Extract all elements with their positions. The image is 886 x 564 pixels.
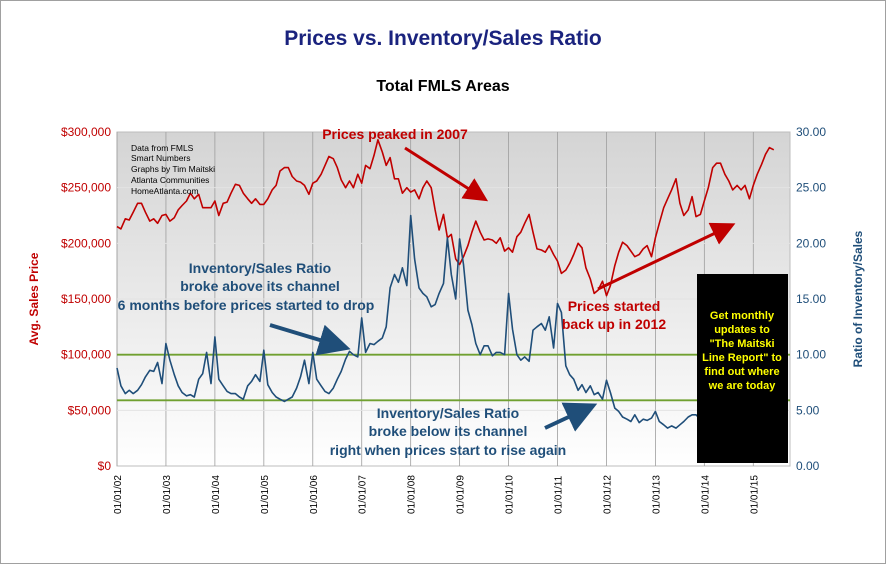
annotation-channel-above: Inventory/Sales Ratio broke above its ch… xyxy=(118,260,375,313)
callout-line: "The Maitski xyxy=(709,338,774,350)
x-tick-label: 01/01/04 xyxy=(211,475,222,514)
annotation-line: right when prices start to rise again xyxy=(330,442,567,458)
series-line-price xyxy=(116,139,775,297)
callout-line: Line Report" to xyxy=(702,352,782,364)
right-axis-ticks: 0.00 5.00 10.00 15.00 20.00 25.00 30.00 xyxy=(796,125,826,473)
x-tick-label: 01/01/08 xyxy=(407,475,418,514)
left-tick-label: $250,000 xyxy=(61,181,111,195)
y-axis-right-label: Ratio of Inventory/Sales xyxy=(851,230,865,367)
x-tick-label: 01/01/15 xyxy=(749,475,760,514)
annotation-line: broke above its channel xyxy=(180,278,340,294)
series-layer xyxy=(116,139,775,429)
x-tick-label: 01/01/06 xyxy=(309,475,320,514)
source-note-line: Graphs by Tim Maitski xyxy=(131,164,215,174)
left-tick-label: $100,000 xyxy=(61,348,111,362)
right-tick-label: 20.00 xyxy=(796,236,826,250)
arrow-channel-below xyxy=(544,402,598,432)
annotation-channel-below: Inventory/Sales Ratio broke below its ch… xyxy=(330,405,567,458)
x-axis-ticks: 01/01/02 01/01/03 01/01/04 01/01/05 01/01/06… xyxy=(113,475,760,514)
x-tick-label: 01/01/10 xyxy=(505,475,516,514)
annotation-prices-peaked: Prices peaked in 2007 xyxy=(322,126,468,142)
x-tick-label: 01/01/02 xyxy=(113,475,124,514)
chart-subtitle: Total FMLS Areas xyxy=(376,78,509,95)
callout-line: we are today xyxy=(708,380,777,392)
x-tick-label: 01/01/09 xyxy=(456,475,467,514)
right-tick-label: 30.00 xyxy=(796,125,826,139)
source-note-line: Data from FMLS xyxy=(131,143,194,153)
right-tick-label: 25.00 xyxy=(796,181,826,195)
right-tick-label: 15.00 xyxy=(796,292,826,306)
series-line-ratio xyxy=(116,214,714,429)
right-tick-label: 10.00 xyxy=(796,348,826,362)
annotation-line: Prices started xyxy=(568,298,661,314)
annotation-line: Inventory/Sales Ratio xyxy=(377,405,519,421)
callout-text: Get monthly updates to "The Maitski Line… xyxy=(702,310,782,392)
callout-line: find out where xyxy=(704,366,779,378)
arrow-prices-started xyxy=(597,222,736,291)
left-axis-ticks: $0 $50,000 $100,000 $150,000 $200,000 $250,00… xyxy=(61,125,111,473)
source-note-line: Atlanta Communities xyxy=(131,175,209,185)
x-tick-label: 01/01/03 xyxy=(162,475,173,514)
annotation-line: 6 months before prices started to drop xyxy=(118,297,375,313)
source-note: Data from FMLS Smart Numbers Graphs by T… xyxy=(131,143,215,196)
x-tick-label: 01/01/12 xyxy=(602,475,613,514)
left-tick-label: $300,000 xyxy=(61,125,111,139)
channel-lines xyxy=(117,353,790,402)
x-tick-label: 01/01/07 xyxy=(358,475,369,514)
y-axis-left-label: Avg. Sales Price xyxy=(27,252,41,345)
x-tick-label: 01/01/13 xyxy=(651,475,662,514)
annotation-line: Inventory/Sales Ratio xyxy=(189,260,331,276)
annotation-line: broke below its channel xyxy=(369,423,528,439)
callout-line: updates to xyxy=(714,324,770,336)
annotation-line: back up in 2012 xyxy=(562,316,666,332)
callout-box xyxy=(697,274,788,463)
left-tick-label: $0 xyxy=(98,459,112,473)
left-tick-label: $200,000 xyxy=(61,236,111,250)
source-note-line: HomeAtlanta.com xyxy=(131,186,199,196)
x-tick-label: 01/01/14 xyxy=(700,475,711,514)
x-tick-label: 01/01/05 xyxy=(260,475,271,514)
right-tick-label: 0.00 xyxy=(796,459,820,473)
arrow-channel-above xyxy=(269,323,351,356)
arrow-prices-peaked xyxy=(404,146,489,202)
callout-line: Get monthly xyxy=(710,310,775,322)
x-tick-label: 01/01/11 xyxy=(554,475,565,514)
chart-title: Prices vs. Inventory/Sales Ratio xyxy=(284,27,601,50)
left-tick-label: $50,000 xyxy=(68,403,112,417)
left-tick-label: $150,000 xyxy=(61,292,111,306)
source-note-line: Smart Numbers xyxy=(131,153,191,163)
right-tick-label: 5.00 xyxy=(796,403,820,417)
annotation-prices-started: Prices started back up in 2012 xyxy=(562,298,666,332)
